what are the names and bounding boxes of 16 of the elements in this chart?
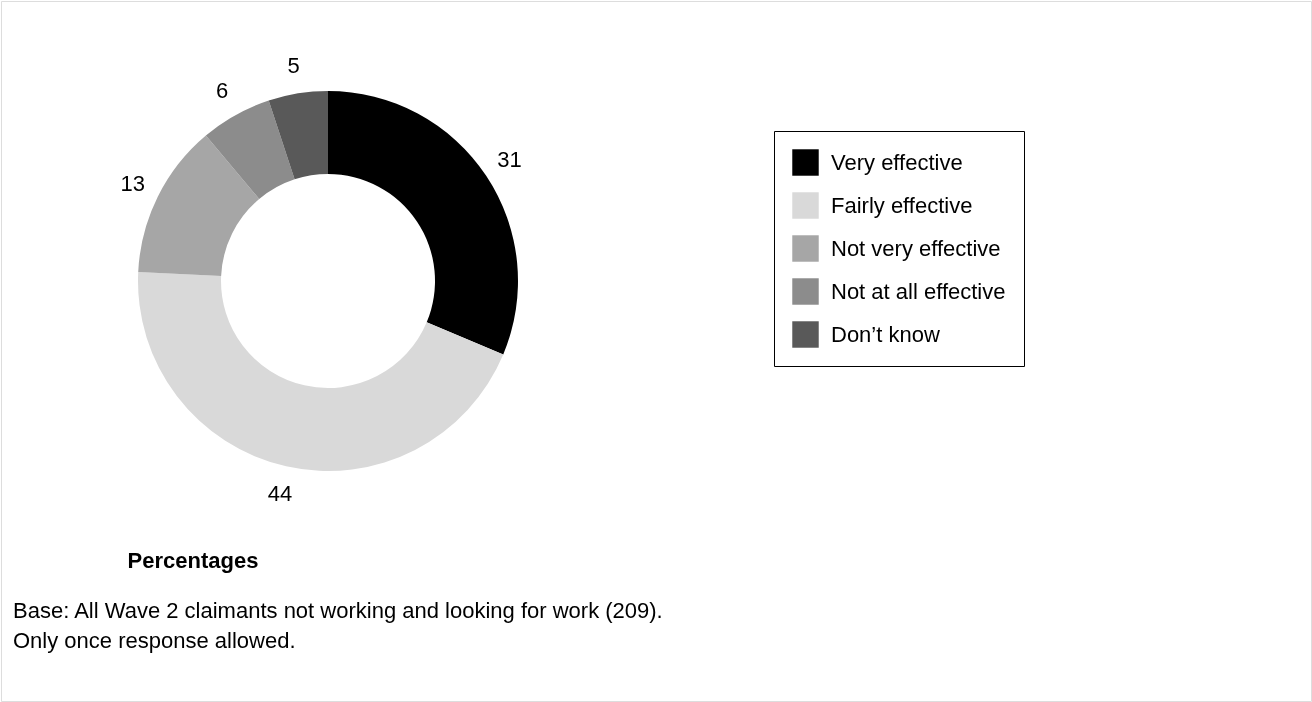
donut-slice (138, 271, 504, 471)
legend-label: Fairly effective (831, 192, 973, 218)
donut-slice (268, 91, 328, 180)
legend-label: Not at all effective (831, 278, 1006, 304)
data-label: 13 (120, 171, 145, 197)
legend-label: Very effective (831, 149, 963, 175)
data-label: 31 (497, 147, 522, 173)
data-label: 44 (267, 480, 293, 506)
legend-label: Not very effective (831, 235, 1001, 261)
text: Percentages (127, 548, 259, 573)
data-label: 5 (287, 52, 300, 78)
text: Only once response allowed. (13, 628, 296, 653)
data-label: 6 (215, 77, 229, 103)
donut-slice (205, 100, 295, 200)
legend-label: Don’t know (831, 321, 940, 347)
text: Base: All Wave 2 claimants not working and looking for work (209). (13, 598, 663, 623)
